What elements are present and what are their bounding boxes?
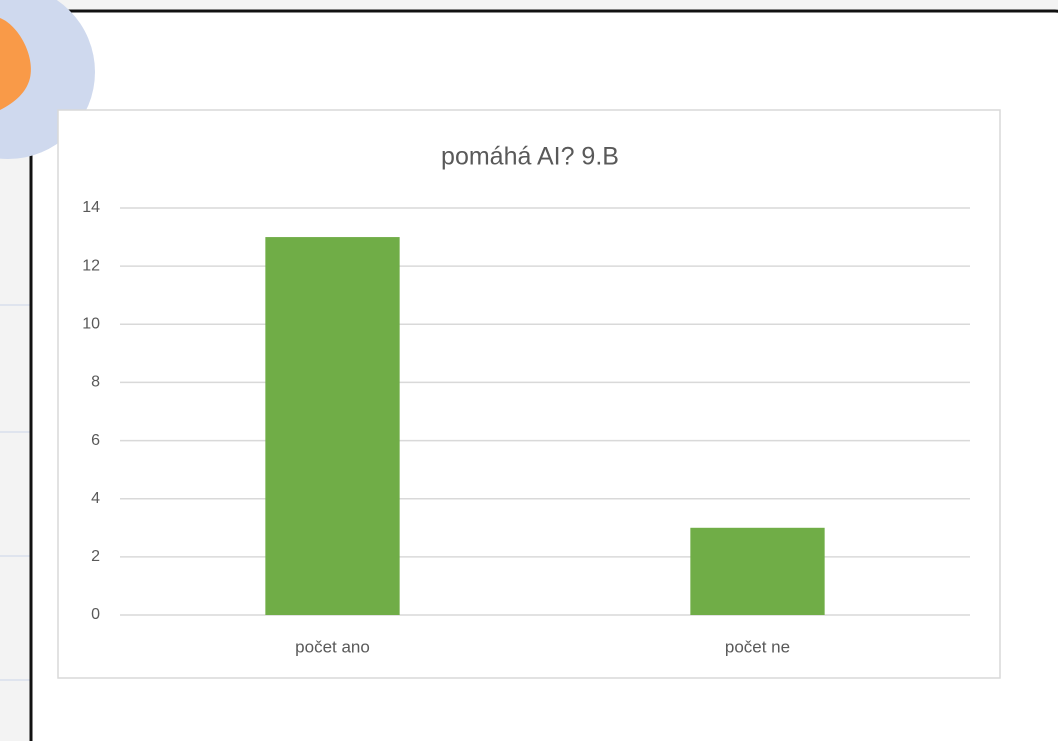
y-tick-label: 0 [91,606,100,623]
y-tick-label: 4 [91,490,100,507]
y-tick-label: 2 [91,548,100,565]
y-tick-label: 10 [82,316,100,333]
y-tick-label: 6 [91,432,100,449]
bar [690,527,825,615]
decor-blob [0,18,31,110]
y-tick-label: 12 [82,257,100,274]
chart-frame [57,109,1001,679]
x-tick-label: počet ano [295,637,370,656]
y-tick-label: 14 [82,199,100,216]
y-tick-label: 8 [91,374,100,391]
background-decor [0,304,30,681]
chart-title: pomáhá AI? 9.B [441,143,619,171]
x-tick-label: počet ne [725,637,790,656]
bar [265,237,400,616]
